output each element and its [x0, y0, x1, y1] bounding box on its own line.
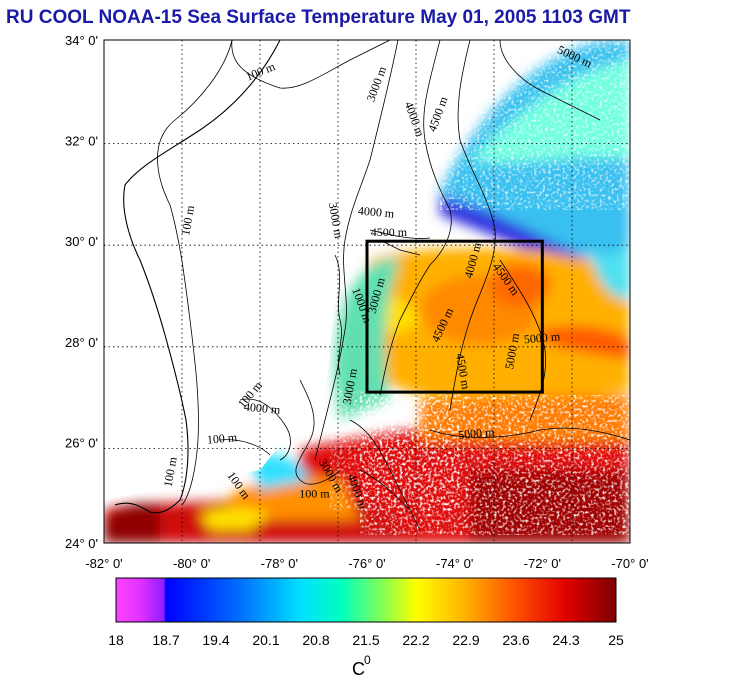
colorbar-tick-label: 25 [608, 632, 624, 648]
latitude-tick-label: 26° 0' [65, 435, 98, 450]
contour-label: 5000 m [502, 331, 522, 370]
contour-label: 100 m [206, 430, 238, 447]
contour-label: 3000 m [340, 367, 360, 406]
longitude-tick-label: -76° 0' [348, 556, 385, 571]
colorbar-tick-label: 20.1 [252, 632, 279, 648]
longitude-tick-label: -80° 0' [173, 556, 210, 571]
contour-label: 4500 m [453, 352, 473, 391]
coastline [114, 40, 281, 514]
latitude-tick-label: 24° 0' [65, 536, 98, 551]
longitude-tick-label: -74° 0' [436, 556, 473, 571]
colorbar-tick-labels: 18 18.7 19.4 20.1 20.8 21.5 22.2 22.9 23.6 24.3 25 [108, 632, 624, 648]
colorbar-tick-label: 22.2 [402, 632, 429, 648]
analysis-region-box [365, 239, 544, 394]
colorbar-tick-label: 19.4 [202, 632, 229, 648]
colorbar-tick-label: 18.7 [152, 632, 179, 648]
colorbar-tick-label: 21.5 [352, 632, 379, 648]
bathymetry-contours [114, 40, 630, 531]
latitude-tick-label: 30° 0' [65, 234, 98, 249]
colorbar-unit-label: C [352, 659, 365, 679]
colorbar-unit-superscript: 0 [364, 653, 371, 667]
contour-label: 5000 m [458, 425, 496, 442]
longitude-tick-label: -78° 0' [261, 556, 298, 571]
longitude-tick-labels: -82° 0' -80° 0' -78° 0' -76° 0' -74° 0' -72° … [85, 556, 648, 571]
graticule [104, 40, 630, 543]
latitude-tick-labels: 34° 0' 32° 0' 30° 0' 28° 0' 26° 0' 24° 0' [65, 33, 98, 551]
colorbar-tick-label: 20.8 [302, 632, 329, 648]
latitude-tick-label: 34° 0' [65, 33, 98, 48]
longitude-tick-label: -70° 0' [611, 556, 648, 571]
contour-label: 4500 m [371, 225, 408, 239]
contour-label: 100 m [299, 487, 330, 501]
colorbar [115, 577, 617, 623]
contour-label: 4000 m [243, 400, 281, 417]
colorbar-tick-label: 23.6 [502, 632, 529, 648]
colorbar-tick-label: 22.9 [452, 632, 479, 648]
longitude-tick-label: -82° 0' [85, 556, 122, 571]
figure-title: RU COOL NOAA-15 Sea Surface Temperature … [6, 7, 631, 28]
map-border [103, 39, 631, 544]
latitude-tick-label: 32° 0' [65, 134, 98, 149]
contour-label: 100 m [178, 204, 197, 237]
sst-field [104, 40, 630, 543]
contour-label: 100 m [161, 455, 180, 488]
colorbar-tick-label: 24.3 [552, 632, 579, 648]
colorbar-tick-label: 18 [108, 632, 124, 648]
longitude-tick-label: -72° 0' [524, 556, 561, 571]
contour-label: 3000 m [326, 201, 346, 240]
latitude-tick-label: 28° 0' [65, 335, 98, 350]
contour-label: 4000 m [357, 204, 395, 221]
